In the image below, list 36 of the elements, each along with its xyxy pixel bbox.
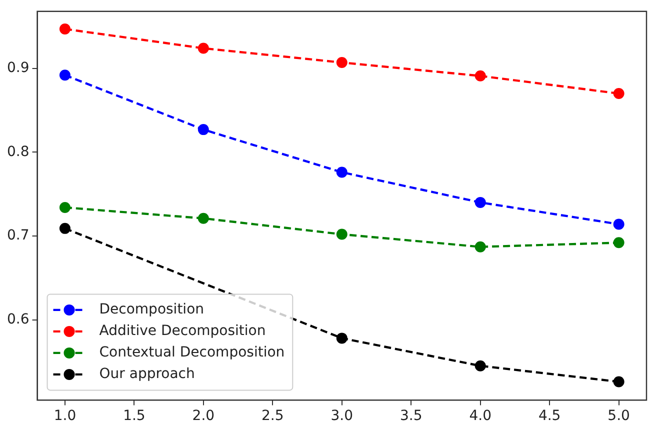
point: [474, 360, 486, 372]
y-tick-label: 0.9: [7, 60, 30, 76]
point: [198, 124, 209, 136]
point: [59, 222, 70, 234]
point: [336, 228, 348, 240]
y-tick-label: 0.6: [7, 311, 30, 328]
point: [474, 70, 486, 82]
x-tick-label: 2.0: [192, 408, 215, 424]
x-tick-label: 3.0: [330, 408, 354, 424]
x-tick-label: 4.5: [538, 408, 561, 424]
x-tick-label: 4.0: [469, 408, 492, 424]
point: [613, 88, 624, 100]
point: [59, 23, 70, 34]
point: [198, 42, 209, 54]
legend-label: Contextual Decomposition: [99, 344, 285, 361]
x-tick-label: 3.5: [400, 408, 422, 424]
point: [336, 57, 348, 68]
point: [613, 237, 624, 248]
x-tick-label: 1.5: [123, 408, 146, 424]
point: [336, 332, 348, 344]
x-tick-label: 1.0: [54, 408, 76, 424]
legend-label: Additive Decomposition: [99, 323, 266, 340]
point: [613, 218, 624, 230]
point: [59, 70, 70, 81]
point: [613, 376, 624, 388]
y-tick-label: 0.7: [7, 228, 30, 244]
x-tick-label: 2.5: [262, 408, 284, 424]
point: [474, 241, 486, 252]
x-tick-label: 5.0: [608, 408, 630, 424]
point: [59, 202, 70, 213]
y-tick-label: 0.8: [7, 144, 30, 160]
point: [474, 196, 486, 208]
point: [198, 212, 209, 224]
point: [336, 166, 348, 178]
legend-label: Our approach: [99, 366, 195, 382]
legend-label: Decomposition: [99, 302, 204, 318]
